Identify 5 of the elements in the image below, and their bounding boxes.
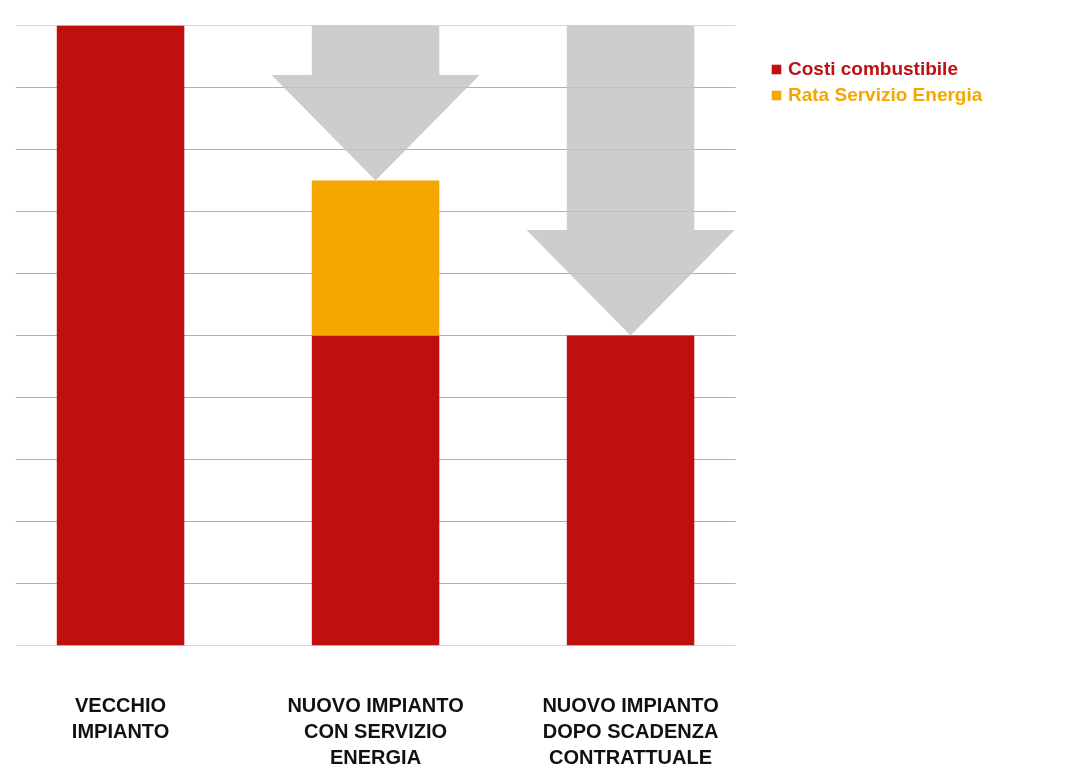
x-tick-label: NUOVO IMPIANTO DOPO SCADENZA CONTRATTUALE [542,693,719,769]
legend-label: Costi combustibile [788,58,958,80]
x-tick-label: NUOVO IMPIANTO CON SERVIZIO ENERGIA [287,693,464,769]
legend-label: Rata Servizio Energia [788,84,983,106]
x-tick-label: VECCHIO IMPIANTO [71,693,170,742]
